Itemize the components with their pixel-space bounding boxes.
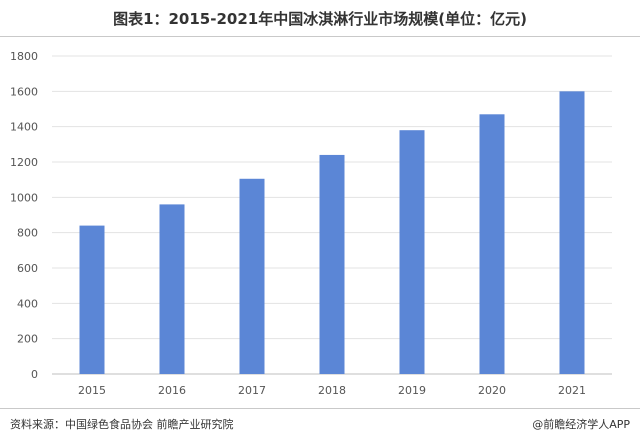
bar-2019 — [399, 130, 425, 374]
credit-note: @前瞻经济学人APP — [532, 418, 630, 431]
y-tick-label: 0 — [31, 368, 38, 381]
x-tick-label: 2020 — [478, 384, 506, 397]
y-tick-label: 1800 — [10, 50, 38, 63]
y-tick-label: 1200 — [10, 156, 38, 169]
bar-chart: 0 200 400 600 800 1000 1200 1400 1600 1800 2015 201… — [10, 50, 612, 397]
bar-2020 — [479, 114, 505, 375]
bar-2016 — [159, 204, 185, 374]
bar-2015 — [79, 225, 105, 374]
footer: 资料来源：中国绿色食品协会 前瞻产业研究院 @前瞻经济学人APP — [0, 416, 640, 436]
x-tick-label: 2017 — [238, 384, 266, 397]
x-tick-label: 2015 — [78, 384, 106, 397]
y-tick-label: 1000 — [10, 191, 38, 204]
y-tick-label: 400 — [17, 297, 38, 310]
footer-divider — [0, 408, 640, 409]
y-tick-label: 800 — [17, 227, 38, 240]
bar-2017 — [239, 178, 265, 374]
bar-2021 — [559, 91, 585, 375]
title-divider — [0, 36, 640, 37]
chart-area: 0 200 400 600 800 1000 1200 1400 1600 1800 2015 201… — [0, 44, 640, 404]
x-tick-label: 2016 — [158, 384, 186, 397]
x-tick-label: 2021 — [558, 384, 586, 397]
y-tick-label: 1400 — [10, 121, 38, 134]
x-tick-label: 2019 — [398, 384, 426, 397]
x-tick-label: 2018 — [318, 384, 346, 397]
source-note: 资料来源：中国绿色食品协会 前瞻产业研究院 — [10, 418, 234, 431]
y-tick-label: 200 — [17, 333, 38, 346]
bar-2018 — [319, 154, 345, 374]
y-tick-label: 600 — [17, 262, 38, 275]
chart-title: 图表1：2015-2021年中国冰淇淋行业市场规模(单位：亿元) — [113, 10, 527, 28]
y-tick-label: 1600 — [10, 85, 38, 98]
